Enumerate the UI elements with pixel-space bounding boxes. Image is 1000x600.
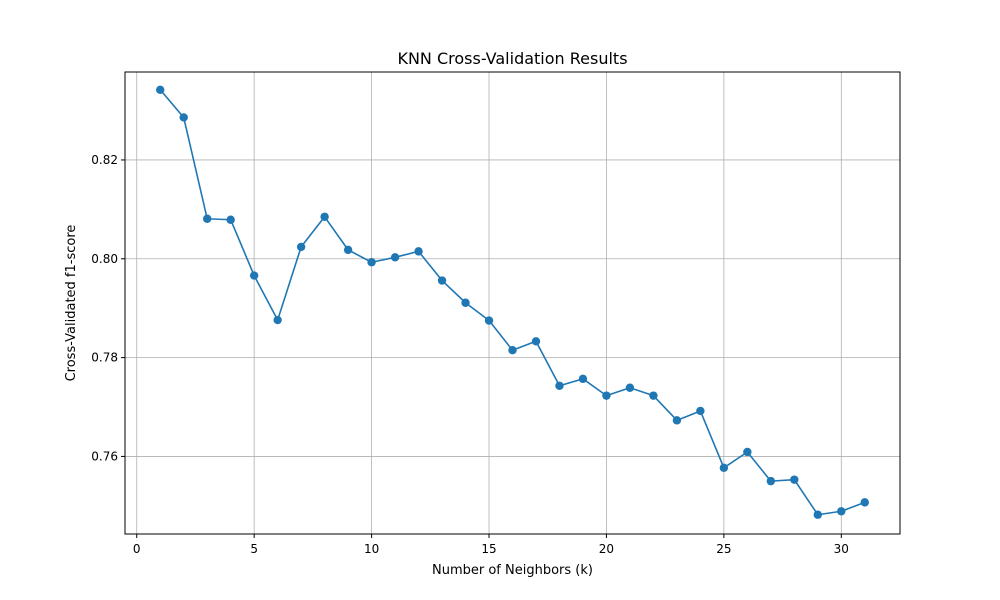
data-point [273,315,282,325]
x-tick-label: 30 [834,542,849,556]
series-group [156,85,869,519]
y-tick-label: 0.80 [91,252,118,266]
data-point [649,391,658,400]
y-tick-label: 0.76 [91,449,118,463]
data-point [156,85,165,94]
data-point [343,245,353,255]
data-point [249,271,259,280]
data-point [743,447,752,457]
data-point [414,247,423,256]
data-point [461,298,470,307]
x-tick-label: 5 [250,542,258,556]
data-point [390,253,400,262]
data-point [578,374,588,384]
x-tick-label: 0 [133,542,141,556]
y-axis-label: Cross-Validated f1-score [64,225,79,382]
x-tick-label: 10 [364,542,379,556]
data-point [531,337,541,346]
data-point [860,498,869,507]
data-point [602,391,611,400]
data-point [484,316,494,325]
data-point [696,406,705,416]
data-point [555,381,564,390]
x-tick-label: 15 [481,542,496,556]
grid [125,72,900,534]
data-point [296,242,306,252]
data-point [766,476,776,486]
data-point [437,276,447,285]
data-point [625,383,635,392]
data-point [790,475,799,484]
data-point [719,463,729,472]
data-point [179,113,188,122]
y-tick-label: 0.82 [91,153,118,167]
y-tick-label: 0.78 [91,351,118,365]
data-point [367,258,376,267]
data-point [508,345,517,355]
data-point [672,416,682,425]
axis-ticks: 0 5 10 15 20 25 30 0.76 0.78 0.80 0.82 [91,153,849,556]
x-axis-label: Number of Neighbors (k) [432,563,593,578]
data-point [320,212,329,221]
data-point [837,507,846,516]
x-tick-label: 20 [599,542,614,556]
data-point [813,510,823,519]
plot-area-frame [124,71,901,535]
x-tick-label: 25 [716,542,731,556]
chart-title: KNN Cross-Validation Results [397,49,627,68]
data-point [202,214,212,223]
data-point [226,215,235,224]
